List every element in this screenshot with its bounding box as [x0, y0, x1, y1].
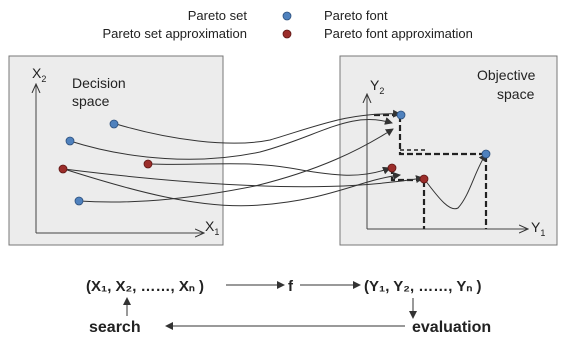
decision-x-axis-label: X1	[205, 218, 219, 237]
flow-evaluation-label: evaluation	[412, 319, 491, 336]
pareto-front-point-1	[396, 110, 406, 120]
decision-space-title-line1: Decision	[72, 75, 126, 91]
legend-pareto-set-approx-label: Pareto set approximation	[102, 26, 247, 41]
pareto-front-dashed-line	[374, 113, 488, 229]
mapping-curve-1	[115, 109, 401, 144]
flow-function-label: f	[288, 278, 294, 295]
legend-pareto-front-approx-label: Pareto font approximation	[324, 26, 473, 41]
pareto-front-approx-point-2	[419, 174, 429, 184]
mapping-curve-4	[63, 168, 424, 188]
pareto-set-point-3	[74, 196, 84, 206]
legend-red-dot	[282, 29, 292, 39]
objective-space-title-line1: Objective	[477, 67, 536, 83]
mapping-curve-6	[63, 168, 401, 207]
mapping-curve-7	[424, 153, 487, 210]
objective-space-box	[339, 55, 558, 246]
objective-space-panel: Y2 Y1 Objective space	[339, 55, 558, 246]
flow-search-label: search	[89, 319, 141, 336]
pareto-set-approx-point-1	[143, 159, 153, 169]
legend-blue-dot	[282, 11, 292, 21]
decision-space-title-line2: space	[72, 93, 110, 109]
mapping-curve-3	[149, 163, 391, 176]
legend: Pareto set Pareto font Pareto set approx…	[102, 8, 472, 41]
decision-space-panel: X2 X1 Decision space	[8, 55, 224, 246]
decision-space-box	[8, 55, 224, 246]
pareto-set-approx-point-2	[58, 164, 68, 174]
mapping-curve-5	[78, 128, 394, 203]
pareto-front-approx-point-1	[387, 163, 397, 173]
objective-space-title-line2: space	[497, 86, 535, 102]
objective-y-axis-label: Y2	[370, 77, 384, 96]
pareto-set-point-1	[109, 119, 119, 129]
flow-diagram: (X₁, X₂, ……, Xₙ ) f (Y₁, Y₂, ……, Yₙ ) se…	[86, 278, 491, 336]
mapping-curve-2	[69, 117, 393, 160]
flow-output-tuple: (Y₁, Y₂, ……, Yₙ )	[364, 278, 481, 295]
mapping-curves	[63, 109, 487, 210]
objective-points	[387, 110, 491, 184]
flow-input-tuple: (X₁, X₂, ……, Xₙ )	[86, 278, 204, 295]
decision-y-axis-label: X2	[32, 65, 46, 84]
pareto-front-point-2	[481, 149, 491, 159]
legend-pareto-front-label: Pareto font	[324, 8, 388, 23]
legend-pareto-set-label: Pareto set	[188, 8, 248, 23]
decision-points	[58, 119, 153, 206]
pareto-set-point-2	[65, 136, 75, 146]
objective-x-axis-label: Y1	[531, 219, 545, 238]
